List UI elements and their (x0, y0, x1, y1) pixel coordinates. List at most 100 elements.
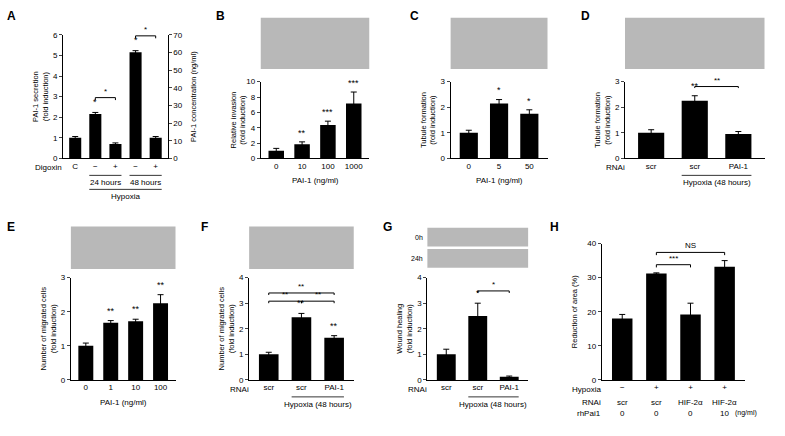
svg-text:B: B (216, 9, 225, 23)
svg-text:4: 4 (239, 273, 244, 282)
svg-text:RNAi: RNAi (582, 398, 601, 407)
svg-text:−: − (133, 162, 138, 171)
svg-text:PAI-1: PAI-1 (729, 162, 749, 171)
svg-text:PAI-1 (ng/ml): PAI-1 (ng/ml) (476, 176, 523, 185)
svg-text:0: 0 (84, 383, 89, 392)
svg-text:scr: scr (263, 383, 274, 392)
svg-text:Hypoxia (48 hours): Hypoxia (48 hours) (459, 400, 527, 409)
svg-text:3: 3 (615, 77, 620, 86)
svg-text:0: 0 (441, 154, 446, 163)
svg-text:H: H (550, 220, 559, 234)
svg-text:Wound healing(fold induction): Wound healing(fold induction) (395, 304, 414, 354)
svg-text:A: A (7, 9, 16, 23)
svg-text:**: ** (132, 304, 140, 314)
svg-text:10: 10 (246, 77, 255, 86)
svg-text:scr: scr (296, 383, 307, 392)
svg-text:100: 100 (321, 162, 335, 171)
svg-text:8: 8 (251, 93, 256, 102)
svg-text:scr: scr (472, 383, 483, 392)
svg-text:***: *** (322, 107, 333, 117)
svg-text:24 hours: 24 hours (90, 178, 121, 187)
svg-text:2: 2 (441, 103, 446, 112)
svg-text:10: 10 (587, 342, 596, 351)
svg-text:RNAi: RNAi (408, 385, 427, 394)
svg-text:PAI-1: PAI-1 (324, 383, 344, 392)
svg-text:*: * (144, 25, 147, 34)
svg-text:0: 0 (592, 376, 597, 385)
svg-text:**: ** (107, 306, 115, 316)
svg-text:2: 2 (61, 308, 66, 317)
svg-text:*: * (104, 87, 107, 96)
svg-text:E: E (7, 220, 15, 234)
svg-text:0: 0 (417, 376, 422, 385)
svg-text:1: 1 (109, 383, 114, 392)
svg-text:+: + (153, 162, 158, 171)
svg-text:+: + (654, 383, 659, 392)
svg-text:**: ** (157, 280, 165, 290)
svg-text:PAI-1 (ng/ml): PAI-1 (ng/ml) (100, 398, 147, 407)
svg-text:0: 0 (274, 162, 279, 171)
svg-text:40: 40 (587, 239, 596, 248)
svg-text:3: 3 (239, 299, 244, 308)
svg-text:***: *** (348, 78, 359, 88)
svg-text:2: 2 (417, 325, 422, 334)
svg-text:***: *** (669, 254, 678, 263)
svg-text:10: 10 (173, 137, 182, 146)
svg-text:+: + (688, 383, 693, 392)
svg-text:−: − (93, 162, 98, 171)
svg-text:Number of migrated cells(fold: Number of migrated cells(fold induction) (217, 287, 236, 371)
svg-text:3: 3 (417, 299, 422, 308)
svg-text:RNAi: RNAi (606, 163, 625, 172)
svg-text:4: 4 (53, 72, 58, 81)
svg-text:PAI-1 concentration (ng/ml): PAI-1 concentration (ng/ml) (190, 51, 199, 142)
svg-text:HIF-2α: HIF-2α (678, 398, 703, 407)
svg-text:3: 3 (53, 92, 58, 101)
svg-text:60: 60 (173, 48, 182, 57)
svg-text:Number of migrated cells(fold: Number of migrated cells(fold induction) (39, 287, 58, 371)
svg-text:30: 30 (173, 101, 182, 110)
svg-text:scr: scr (646, 162, 657, 171)
svg-text:30: 30 (587, 273, 596, 282)
svg-text:*: * (492, 280, 495, 289)
svg-text:*: * (93, 97, 97, 107)
svg-text:HIF-2α: HIF-2α (712, 398, 737, 407)
svg-text:2: 2 (239, 325, 244, 334)
svg-text:D: D (581, 9, 590, 23)
svg-text:0h: 0h (415, 234, 423, 241)
svg-text:1: 1 (239, 350, 244, 359)
svg-text:6: 6 (251, 108, 256, 117)
svg-text:scr: scr (689, 162, 700, 171)
svg-text:rhPai1: rhPai1 (577, 409, 601, 418)
svg-text:Relative invasion(fold inducti: Relative invasion(fold induction) (229, 92, 248, 149)
svg-text:10: 10 (720, 409, 729, 418)
svg-text:+: + (113, 162, 118, 171)
svg-text:PAI-1 (ng/ml): PAI-1 (ng/ml) (292, 176, 339, 185)
svg-text:**: ** (297, 298, 305, 308)
svg-text:4: 4 (417, 273, 422, 282)
svg-text:PAI-1 secretion(fold induction: PAI-1 secretion(fold induction) (31, 71, 50, 122)
svg-text:1: 1 (53, 134, 58, 143)
svg-text:*: * (527, 96, 531, 106)
svg-text:C: C (72, 162, 78, 171)
svg-text:6: 6 (53, 31, 58, 40)
svg-text:3: 3 (61, 273, 66, 282)
svg-text:scr: scr (441, 383, 452, 392)
svg-text:5: 5 (53, 51, 58, 60)
svg-text:scr: scr (617, 398, 628, 407)
svg-text:Hypoxia (48 hours): Hypoxia (48 hours) (683, 178, 751, 187)
svg-text:0: 0 (688, 409, 693, 418)
svg-text:1: 1 (441, 129, 446, 138)
svg-text:1: 1 (61, 342, 66, 351)
svg-text:1000: 1000 (345, 162, 363, 171)
svg-text:1: 1 (615, 129, 620, 138)
svg-text:0: 0 (53, 154, 58, 163)
svg-text:0: 0 (654, 409, 659, 418)
svg-text:Reduction of area (%): Reduction of area (%) (570, 275, 579, 348)
svg-text:Digoxin: Digoxin (35, 163, 62, 172)
svg-text:G: G (383, 220, 392, 234)
svg-text:0: 0 (173, 154, 178, 163)
svg-text:**: ** (315, 290, 321, 299)
svg-text:scr: scr (651, 398, 662, 407)
svg-text:4: 4 (251, 123, 256, 132)
svg-text:**: ** (691, 81, 699, 91)
